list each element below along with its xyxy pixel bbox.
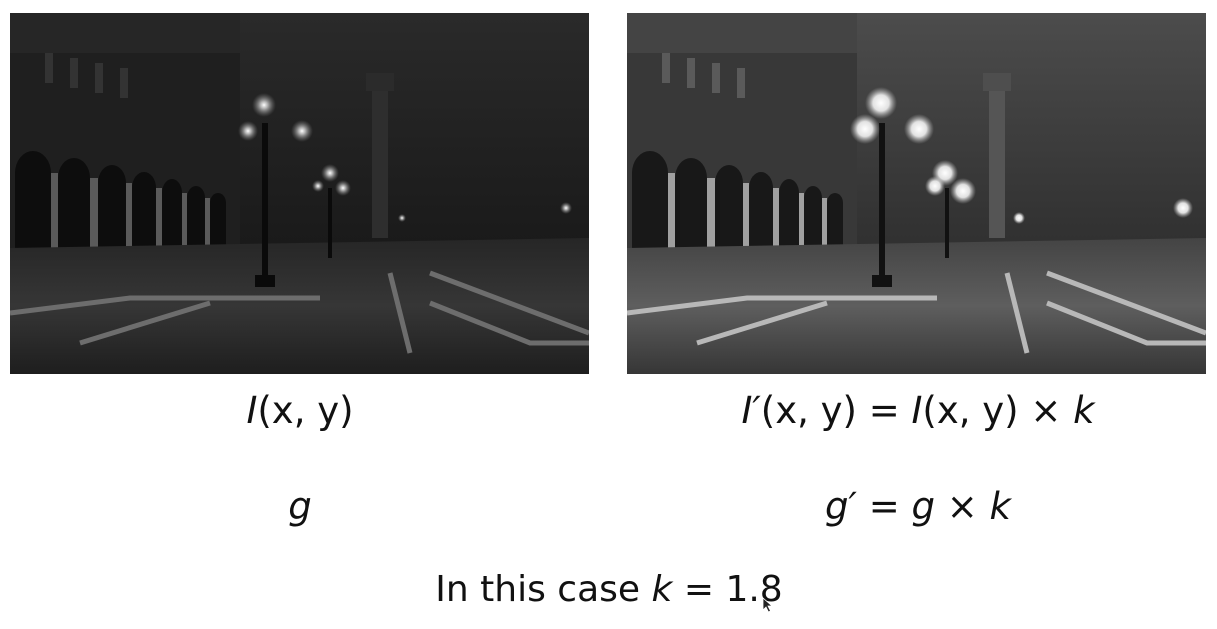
brightened-photo bbox=[627, 13, 1206, 374]
brightened-gradient-formula: g′ = g × k bbox=[825, 488, 1011, 525]
caption: In this case k = 1.8 bbox=[435, 572, 782, 608]
caption-equals: = bbox=[672, 569, 726, 610]
caption-variable: k bbox=[651, 569, 673, 610]
k-symbol: k bbox=[1073, 389, 1095, 432]
times-sign: × bbox=[934, 485, 990, 528]
original-image-formula: I(x, y) bbox=[246, 392, 353, 429]
mouse-cursor-icon bbox=[762, 597, 774, 613]
function-symbol-prime: I′ bbox=[741, 389, 761, 432]
caption-value: 1.8 bbox=[725, 569, 783, 610]
original-photo bbox=[10, 13, 589, 374]
k-symbol: k bbox=[989, 485, 1011, 528]
original-gradient-label: g bbox=[288, 488, 312, 525]
gradient-symbol: g bbox=[911, 485, 935, 528]
equals-sign: = bbox=[856, 389, 912, 432]
equals-sign: = bbox=[856, 485, 912, 528]
function-args: (x, y) bbox=[760, 389, 857, 432]
rhs-function-symbol: I bbox=[911, 389, 923, 432]
function-args: (x, y) bbox=[257, 389, 354, 432]
caption-prefix: In this case bbox=[435, 569, 652, 610]
times-sign: × bbox=[1018, 389, 1074, 432]
function-symbol: I bbox=[246, 389, 258, 432]
rhs-function-args: (x, y) bbox=[922, 389, 1019, 432]
gradient-symbol: g bbox=[288, 485, 312, 528]
brightened-image-formula: I′(x, y) = I(x, y) × k bbox=[741, 392, 1094, 429]
gradient-prime-symbol: g′ bbox=[825, 485, 857, 528]
